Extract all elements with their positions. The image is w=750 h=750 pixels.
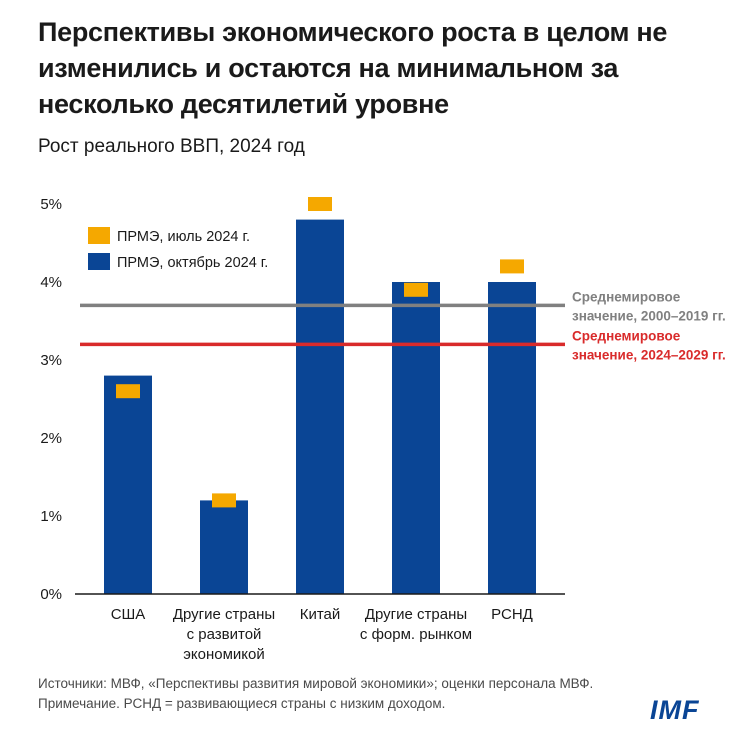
reference-line-label: значение, 2024–2029 гг. — [572, 347, 726, 362]
reference-line-label: Среднемировое — [572, 289, 681, 304]
category-label: с форм. рынком — [360, 626, 472, 643]
chart-footer: Источники: МВФ, «Перспективы развития ми… — [38, 674, 593, 714]
chart-title: Перспективы экономического роста в целом… — [38, 17, 668, 119]
july-forecast-marker — [404, 282, 428, 297]
bar — [200, 500, 248, 594]
july-forecast-marker — [308, 197, 332, 211]
july-forecast-marker — [116, 384, 140, 399]
reference-line-label: Среднемировое — [572, 328, 681, 343]
bar-chart: 0% 1% 2% 3% 4% 5% Среднемировое значение, 2000–… — [40, 196, 726, 663]
july-forecast-marker — [500, 259, 524, 274]
bar — [296, 219, 344, 594]
legend-swatch — [88, 227, 110, 244]
y-tick-label: 1% — [40, 508, 62, 525]
legend-swatch — [88, 253, 110, 270]
legend-label: ПРМЭ, июль 2024 г. — [117, 229, 250, 245]
category-label: США — [111, 606, 146, 623]
category-label: экономикой — [183, 646, 265, 663]
bar — [392, 282, 440, 594]
legend-label: ПРМЭ, октябрь 2024 г. — [117, 255, 268, 271]
category-label: Другие страны — [365, 606, 467, 623]
category-label: РСНД — [491, 606, 533, 623]
sources-text: Источники: МВФ, «Перспективы развития ми… — [38, 676, 594, 691]
category-label: Другие страны — [173, 606, 275, 623]
bar — [104, 375, 152, 594]
y-tick-label: 5% — [40, 196, 62, 213]
y-tick-label: 0% — [40, 586, 62, 603]
july-forecast-marker — [212, 493, 236, 508]
y-tick-label: 4% — [40, 274, 62, 291]
imf-logo: IMF — [650, 695, 700, 725]
bar — [488, 282, 536, 594]
y-tick-label: 3% — [40, 352, 62, 369]
reference-line-label: значение, 2000–2019 гг. — [572, 308, 726, 323]
chart-subtitle: Рост реального ВВП, 2024 год — [38, 136, 305, 157]
note-text: Примечание. РСНД = развивающиеся страны … — [38, 696, 446, 711]
y-tick-label: 2% — [40, 430, 62, 447]
category-label: с развитой — [187, 626, 262, 643]
category-label: Китай — [300, 606, 341, 623]
